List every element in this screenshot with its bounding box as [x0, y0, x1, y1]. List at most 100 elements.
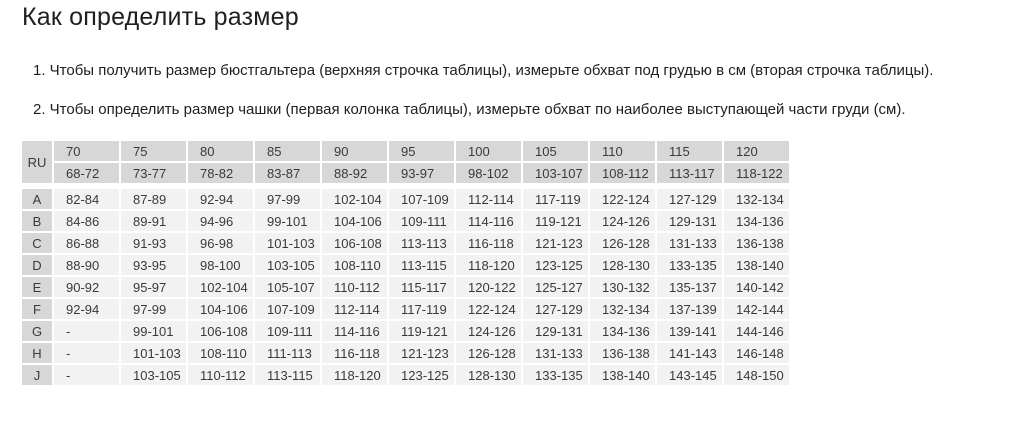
size-cell: 86-88: [54, 233, 119, 253]
table-row: B 84-86 89-91 94-96 99-101 104-106 109-111 114-…: [22, 211, 789, 231]
size-cell: 127-129: [657, 185, 722, 209]
size-cell: 113-113: [389, 233, 454, 253]
size-cell: 137-139: [657, 299, 722, 319]
size-cell: 121-123: [523, 233, 588, 253]
size-cell: 123-125: [523, 255, 588, 275]
size-cell: 134-136: [590, 321, 655, 341]
size-cell: 130-132: [590, 277, 655, 297]
size-cell: 104-106: [188, 299, 253, 319]
size-cell: 124-126: [590, 211, 655, 231]
size-table: RU 70 75 80 85 90 95 100 105 110 115 120 68-72 73-77 7…: [20, 139, 791, 387]
size-cell: 97-99: [121, 299, 186, 319]
size-cell: 117-119: [389, 299, 454, 319]
size-cell: 142-144: [724, 299, 789, 319]
underbust-header: 68-72: [54, 163, 119, 183]
size-cell: 114-116: [322, 321, 387, 341]
cup-letter: H: [22, 343, 52, 363]
size-cell: 141-143: [657, 343, 722, 363]
size-cell: 134-136: [724, 211, 789, 231]
size-cell: 110-112: [188, 365, 253, 385]
underbust-header: 93-97: [389, 163, 454, 183]
size-cell: 92-94: [54, 299, 119, 319]
size-cell: 108-110: [322, 255, 387, 275]
table-row: C 86-88 91-93 96-98 101-103 106-108 113-113 116…: [22, 233, 789, 253]
size-cell: 138-140: [590, 365, 655, 385]
band-size-header: 100: [456, 141, 521, 161]
size-cell: 93-95: [121, 255, 186, 275]
size-cell: 99-101: [121, 321, 186, 341]
table-row: A 82-84 87-89 92-94 97-99 102-104 107-109 112-1…: [22, 185, 789, 209]
size-cell: 109-111: [389, 211, 454, 231]
size-cell: 91-93: [121, 233, 186, 253]
size-cell: 113-115: [255, 365, 320, 385]
size-cell: 94-96: [188, 211, 253, 231]
band-size-header: 85: [255, 141, 320, 161]
size-cell: 113-115: [389, 255, 454, 275]
size-cell: 84-86: [54, 211, 119, 231]
band-size-header: 105: [523, 141, 588, 161]
table-row: J -103-105 110-112 113-115 118-120 123-125 128…: [22, 365, 789, 385]
page-title: Как определить размер: [22, 3, 299, 31]
size-cell: 118-120: [456, 255, 521, 275]
size-cell: -: [54, 321, 119, 341]
size-cell: 97-99: [255, 185, 320, 209]
cup-letter: E: [22, 277, 52, 297]
table-row: G -99-101 106-108 109-111 114-116 119-121 124-…: [22, 321, 789, 341]
size-cell: 106-108: [188, 321, 253, 341]
band-size-header: 120: [724, 141, 789, 161]
size-cell: 101-103: [255, 233, 320, 253]
size-cell: 92-94: [188, 185, 253, 209]
size-cell: 107-109: [389, 185, 454, 209]
size-cell: 139-141: [657, 321, 722, 341]
size-cell: 110-112: [322, 277, 387, 297]
size-cell: 119-121: [389, 321, 454, 341]
band-size-row: RU 70 75 80 85 90 95 100 105 110 115 120: [22, 141, 789, 183]
size-cell: 132-134: [590, 299, 655, 319]
band-size-header: 80: [188, 141, 253, 161]
band-size-header: 75: [121, 141, 186, 161]
size-cell: 87-89: [121, 185, 186, 209]
band-size-header: 95: [389, 141, 454, 161]
underbust-header: 113-117: [657, 163, 722, 183]
table-row: H -101-103 108-110 111-113 116-118 121-123 126…: [22, 343, 789, 363]
size-cell: 135-137: [657, 277, 722, 297]
cup-letter: A: [22, 185, 52, 209]
size-cell: 118-120: [322, 365, 387, 385]
size-cell: 132-134: [724, 185, 789, 209]
size-cell: 117-119: [523, 185, 588, 209]
size-cell: 116-118: [456, 233, 521, 253]
size-cell: 104-106: [322, 211, 387, 231]
size-cell: 90-92: [54, 277, 119, 297]
size-cell: 102-104: [188, 277, 253, 297]
size-cell: 98-100: [188, 255, 253, 275]
size-cell: 122-124: [590, 185, 655, 209]
size-cell: 126-128: [590, 233, 655, 253]
band-size-header: 115: [657, 141, 722, 161]
cup-letter: J: [22, 365, 52, 385]
size-cell: 144-146: [724, 321, 789, 341]
band-size-header: 90: [322, 141, 387, 161]
size-cell: 89-91: [121, 211, 186, 231]
size-cell: 119-121: [523, 211, 588, 231]
underbust-header: 98-102: [456, 163, 521, 183]
size-cell: 136-138: [590, 343, 655, 363]
instruction-cup-size: 2. Чтобы определить размер чашки (первая…: [33, 101, 906, 118]
size-cell: 103-105: [255, 255, 320, 275]
size-cell: 148-150: [724, 365, 789, 385]
size-cell: 123-125: [389, 365, 454, 385]
size-cell: 106-108: [322, 233, 387, 253]
size-cell: 120-122: [456, 277, 521, 297]
size-cell: 112-114: [456, 185, 521, 209]
size-cell: 126-128: [456, 343, 521, 363]
band-size-header: 70: [54, 141, 119, 161]
cup-letter: B: [22, 211, 52, 231]
size-cell: 102-104: [322, 185, 387, 209]
size-cell: 99-101: [255, 211, 320, 231]
size-cell: 133-135: [657, 255, 722, 275]
corner-ru-label: RU: [22, 141, 52, 183]
size-cell: 107-109: [255, 299, 320, 319]
cup-letter: G: [22, 321, 52, 341]
table-row: F 92-94 97-99 104-106 107-109 112-114 117-119 1…: [22, 299, 789, 319]
size-cell: 108-110: [188, 343, 253, 363]
size-cell: 140-142: [724, 277, 789, 297]
